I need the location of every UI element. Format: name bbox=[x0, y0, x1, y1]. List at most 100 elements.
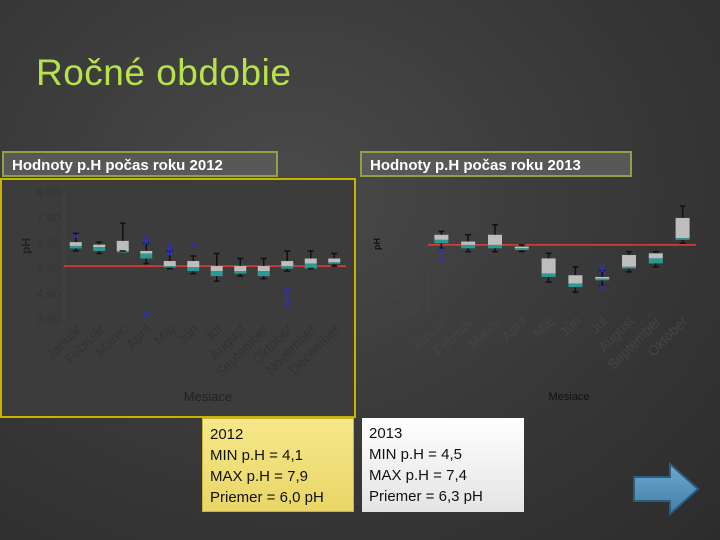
box-upper bbox=[514, 246, 529, 249]
box-lower bbox=[514, 248, 529, 250]
box-upper bbox=[622, 255, 636, 267]
x-tick-label: Máj bbox=[529, 313, 556, 340]
y-tick-label: 7.90 bbox=[37, 211, 61, 225]
stats-2013-box: 2013 MIN p.H = 4,5 MAX p.H = 7,4 Priemer… bbox=[362, 418, 524, 512]
box-upper bbox=[257, 266, 270, 272]
box-upper bbox=[163, 261, 176, 267]
outlier-marker: × bbox=[438, 255, 444, 267]
box-lower bbox=[93, 247, 106, 251]
outlier-marker: × bbox=[143, 237, 149, 249]
y-tick-label: 4.81 bbox=[395, 286, 422, 302]
box-upper bbox=[187, 261, 200, 268]
box-upper bbox=[140, 250, 153, 254]
box-upper bbox=[461, 241, 476, 245]
x-tick-label: Jún bbox=[556, 313, 583, 340]
slide-title: Ročné obdobie bbox=[36, 52, 292, 93]
box-upper bbox=[568, 275, 583, 284]
outlier-marker: × bbox=[73, 231, 79, 243]
chart-2013: 7.817.316.816.315.815.314.814.31pH×××××J… bbox=[372, 185, 696, 403]
box-lower bbox=[257, 271, 270, 277]
y-tick-label: 8.90 bbox=[37, 186, 61, 200]
box-upper bbox=[595, 276, 610, 279]
y-tick-label: 6.90 bbox=[37, 236, 61, 250]
chart-2012-panel: 8.90 7.90 6.90 5.90 4.90 3.90 pH × × × × × × × × × × × Jan… bbox=[0, 178, 356, 418]
chart-2013-title: Hodnoty p.H počas roku 2013 bbox=[360, 151, 632, 177]
next-slide-button[interactable] bbox=[632, 461, 700, 517]
y-tick-label: 4.31 bbox=[395, 303, 422, 319]
y-tick-label: 7.81 bbox=[395, 185, 422, 201]
box-lower bbox=[140, 253, 153, 259]
y-axis-label: pH bbox=[19, 238, 33, 254]
outlier-marker: × bbox=[284, 284, 290, 296]
outlier-marker: × bbox=[167, 241, 173, 253]
stats-2012-box: 2012 MIN p.H = 4,1 MAX p.H = 7,9 Priemer… bbox=[202, 418, 354, 512]
box-lower bbox=[69, 245, 82, 249]
stats-2012-min: MIN p.H = 4,1 bbox=[210, 447, 303, 464]
outlier-marker: × bbox=[190, 240, 196, 252]
chart-2012-title: Hodnoty p.H počas roku 2012 bbox=[2, 151, 278, 177]
stats-2013-min: MIN p.H = 4,5 bbox=[369, 446, 462, 463]
box-lower bbox=[304, 263, 317, 269]
box-lower bbox=[328, 262, 341, 264]
y-tick-label: 5.90 bbox=[37, 262, 61, 276]
box-upper bbox=[116, 240, 129, 251]
arrow-right-icon bbox=[633, 461, 700, 517]
outlier-marker: × bbox=[599, 265, 605, 277]
outlier-marker: × bbox=[599, 282, 605, 294]
box-lower bbox=[163, 266, 176, 268]
x-axis-label: Mesiace bbox=[184, 389, 232, 404]
chart-2013-panel: 7.81 7.31 6.81 6.31 5.81 5.31 4.81 4.31 pH × × × × × J… bbox=[356, 178, 720, 418]
box-upper bbox=[675, 217, 690, 239]
box-upper bbox=[541, 258, 556, 274]
box-upper bbox=[210, 266, 223, 272]
y-tick-label: 6.31 bbox=[395, 236, 422, 252]
box-upper bbox=[434, 234, 449, 240]
box-lower bbox=[210, 271, 223, 277]
box-upper bbox=[328, 258, 341, 263]
outlier-marker: × bbox=[167, 248, 173, 260]
box-lower bbox=[234, 271, 247, 274]
x-axis-label: Mesiace bbox=[549, 391, 590, 403]
stats-2013-mean: Priemer = 6,3 pH bbox=[369, 488, 483, 505]
stats-2012-max: MAX p.H = 7,9 bbox=[210, 468, 308, 485]
box-lower bbox=[488, 244, 502, 249]
x-tick-label: Máj bbox=[151, 321, 178, 348]
box-upper bbox=[648, 253, 663, 259]
box-lower bbox=[187, 267, 200, 272]
stats-2013-year: 2013 bbox=[369, 425, 403, 442]
box-lower bbox=[281, 266, 294, 269]
box-upper bbox=[93, 244, 106, 248]
y-tick-label: 6.81 bbox=[395, 219, 422, 235]
x-tick-label: Jún bbox=[174, 321, 201, 348]
outlier-marker: × bbox=[143, 233, 149, 245]
y-tick-label: 7.31 bbox=[395, 202, 422, 218]
box-lower bbox=[622, 266, 636, 269]
y-tick-label: 4.90 bbox=[37, 287, 61, 301]
x-tick-label: Apríl bbox=[498, 313, 530, 345]
box-upper bbox=[281, 261, 294, 267]
box-lower bbox=[648, 258, 663, 264]
outlier-marker: × bbox=[284, 291, 290, 303]
y-tick-label: 5.31 bbox=[395, 269, 422, 285]
box-lower bbox=[595, 278, 610, 281]
outlier-marker: × bbox=[284, 299, 290, 311]
stats-2012-year: 2012 bbox=[210, 426, 244, 443]
box-upper bbox=[488, 234, 502, 245]
outlier-marker: × bbox=[599, 262, 605, 274]
stats-2012-mean: Priemer = 6,0 pH bbox=[210, 489, 324, 506]
box-upper bbox=[234, 266, 247, 272]
box-lower bbox=[675, 238, 690, 240]
box-lower bbox=[434, 239, 449, 244]
box-lower bbox=[568, 283, 583, 288]
outlier-marker: × bbox=[143, 309, 149, 321]
box-lower bbox=[541, 273, 556, 277]
box-upper bbox=[304, 258, 317, 264]
y-axis-label: pH bbox=[372, 238, 382, 250]
box-upper bbox=[69, 242, 82, 246]
stats-2013-max: MAX p.H = 7,4 bbox=[369, 467, 467, 484]
box-lower bbox=[461, 244, 476, 249]
y-tick-label: 3.90 bbox=[37, 312, 61, 326]
outlier-marker: × bbox=[438, 245, 444, 257]
outlier-marker: × bbox=[167, 245, 173, 257]
